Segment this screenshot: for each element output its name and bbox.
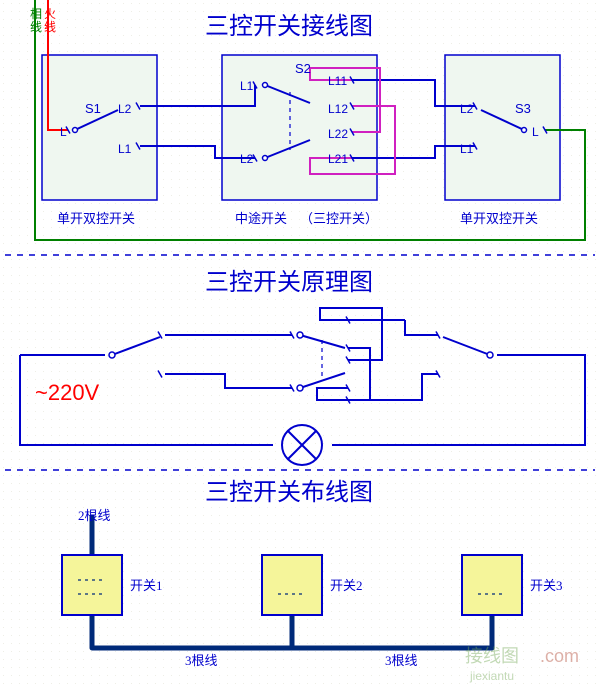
terminal-label: L	[60, 125, 67, 139]
terminal-label: L	[532, 125, 539, 139]
terminal-label: L1	[118, 142, 132, 156]
layout-label: 开关1	[130, 578, 163, 593]
switch-caption: 中途开关	[235, 211, 287, 226]
layout-switch-box	[262, 555, 322, 615]
pivot-circle	[263, 83, 268, 88]
terminal-label: L1	[460, 142, 474, 156]
terminal-label: L12	[328, 102, 348, 116]
voltage-label: ~220V	[35, 380, 100, 405]
watermark: 接线图	[465, 646, 519, 666]
schematic-pivot	[297, 385, 303, 391]
switch-id-label: S2	[295, 61, 311, 76]
layout-label: 开关3	[530, 578, 563, 593]
layout-switch-box	[62, 555, 122, 615]
switch-caption: （三控开关）	[300, 211, 378, 226]
switch-caption: 单开双控开关	[57, 211, 135, 226]
switch-id-label: S3	[515, 101, 531, 116]
terminal-label: L11	[328, 74, 347, 88]
terminal-label: L2	[240, 152, 254, 166]
layout-label: 开关2	[330, 578, 363, 593]
layout-label: 2根线	[78, 508, 111, 523]
layout-switch-box	[462, 555, 522, 615]
layout-label: 3根线	[185, 653, 218, 668]
watermark: .com	[540, 646, 579, 666]
switch-box	[222, 55, 377, 200]
switch-id-label: S1	[85, 101, 101, 116]
terminal-label: L2	[118, 102, 132, 116]
title-layout: 三控开关布线图	[205, 479, 373, 506]
terminal-label: L2	[460, 102, 474, 116]
watermark: jiexiantu	[469, 669, 514, 683]
terminal-label: L21	[328, 152, 348, 166]
layout-label: 3根线	[385, 653, 418, 668]
pivot-circle	[522, 128, 527, 133]
pivot-circle	[73, 128, 78, 133]
schematic-pivot	[109, 352, 115, 358]
title-schematic: 三控开关原理图	[205, 269, 373, 296]
title-wiring: 三控开关接线图	[205, 13, 373, 40]
schematic-pivot	[487, 352, 493, 358]
schematic-pivot	[297, 332, 303, 338]
terminal-label: L1	[240, 79, 254, 93]
terminal-label: L22	[328, 127, 348, 141]
pivot-circle	[263, 156, 268, 161]
switch-caption: 单开双控开关	[460, 211, 538, 226]
